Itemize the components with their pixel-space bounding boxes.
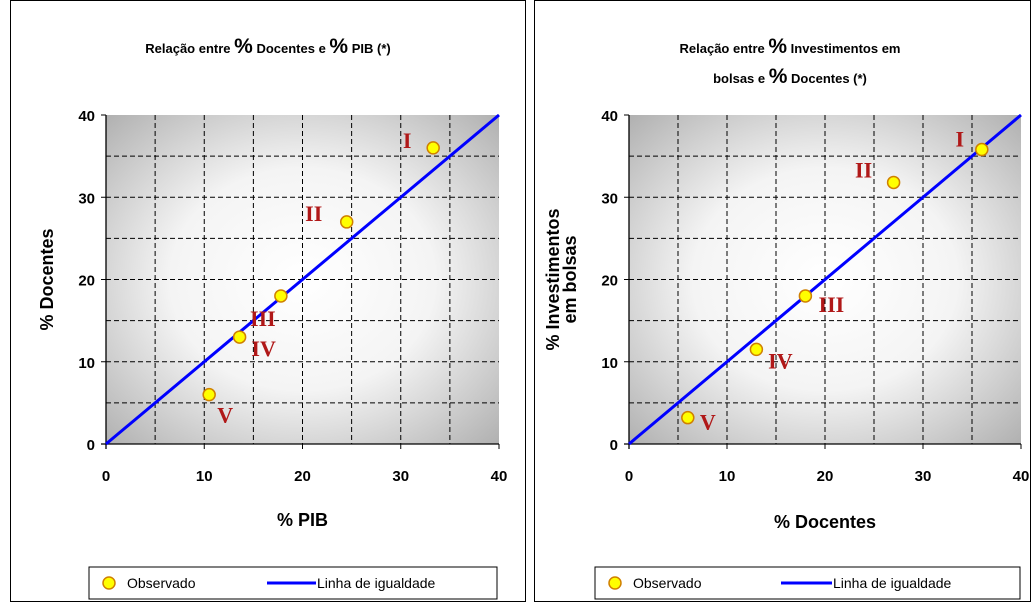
data-point-III xyxy=(274,289,288,303)
data-point-I xyxy=(975,142,989,157)
point-label-III: III xyxy=(250,306,276,331)
data-point-II xyxy=(886,175,901,190)
legend-label-igualdade: Linha de igualdade xyxy=(833,575,952,591)
point-label-III: III xyxy=(819,292,845,317)
x-axis-label: % PIB xyxy=(277,510,328,530)
chart-panel-left: 0 10 20 30 40 0 10 20 30 40 Relação entre % Docent… xyxy=(10,0,526,602)
x-tick-label: 10 xyxy=(719,468,736,485)
x-tick-label: 20 xyxy=(817,468,834,485)
legend-label-igualdade: Linha de igualdade xyxy=(317,575,436,591)
data-point-IV xyxy=(749,342,764,357)
point-label-V: V xyxy=(700,410,716,435)
legend-marker-observado xyxy=(102,576,116,590)
data-point-II xyxy=(339,215,354,229)
y-tick-label: 0 xyxy=(610,437,618,454)
y-tick-label: 20 xyxy=(78,273,95,290)
y-tick-label: 0 xyxy=(87,437,95,454)
point-label-II: II xyxy=(855,157,872,182)
y-tick-label: 10 xyxy=(601,355,618,372)
legend-marker-observado xyxy=(608,576,622,590)
data-point-IV xyxy=(232,330,247,344)
point-label-II: II xyxy=(305,201,322,226)
equality-line xyxy=(628,113,1022,446)
point-label-I: I xyxy=(403,128,412,153)
y-axis-label: % Investimentosem bolsas xyxy=(543,208,580,350)
y-tick-label: 40 xyxy=(601,108,618,125)
chart-title-line: Relação entre % Docentes e % PIB (*) xyxy=(145,35,390,58)
y-axis-label: % Docentes xyxy=(37,228,57,330)
x-tick-label: 40 xyxy=(1013,468,1030,485)
x-tick-label: 10 xyxy=(196,468,213,485)
point-label-V: V xyxy=(217,403,233,428)
y-tick-label: 40 xyxy=(78,108,95,125)
data-point-V xyxy=(202,387,216,402)
x-tick-label: 0 xyxy=(625,468,633,485)
data-point-V xyxy=(681,410,695,425)
chart-title-line: bolsas e % Docentes (*) xyxy=(713,65,867,88)
equality-line xyxy=(105,113,500,446)
chart-left-svg: 0 10 20 30 40 0 10 20 30 40 Relação entre % Docent… xyxy=(37,35,508,600)
chart-right-svg: 0 10 20 30 40 0 10 20 30 40 Relação entre % Invest… xyxy=(543,35,1030,600)
x-tick-label: 40 xyxy=(491,468,508,485)
chart-title-line: Relação entre % Investimentos em xyxy=(680,35,901,58)
y-tick-label: 20 xyxy=(601,273,618,290)
legend-label-observado: Observado xyxy=(127,575,196,591)
x-tick-label: 30 xyxy=(915,468,932,485)
x-tick-label: 0 xyxy=(102,468,110,485)
point-label-IV: IV xyxy=(251,336,276,361)
legend-label-observado: Observado xyxy=(633,575,702,591)
y-tick-label: 30 xyxy=(601,190,618,207)
y-tick-label: 10 xyxy=(78,355,95,372)
x-axis-label: % Docentes xyxy=(774,512,876,532)
data-point-III xyxy=(798,289,813,303)
y-tick-label: 30 xyxy=(78,190,95,207)
chart-panel-right: 0 10 20 30 40 0 10 20 30 40 Relação entre % Invest… xyxy=(534,0,1031,602)
x-tick-label: 30 xyxy=(392,468,409,485)
point-label-IV: IV xyxy=(768,348,793,373)
data-point-I xyxy=(426,141,440,155)
x-tick-label: 20 xyxy=(294,468,311,485)
point-label-I: I xyxy=(956,127,965,152)
